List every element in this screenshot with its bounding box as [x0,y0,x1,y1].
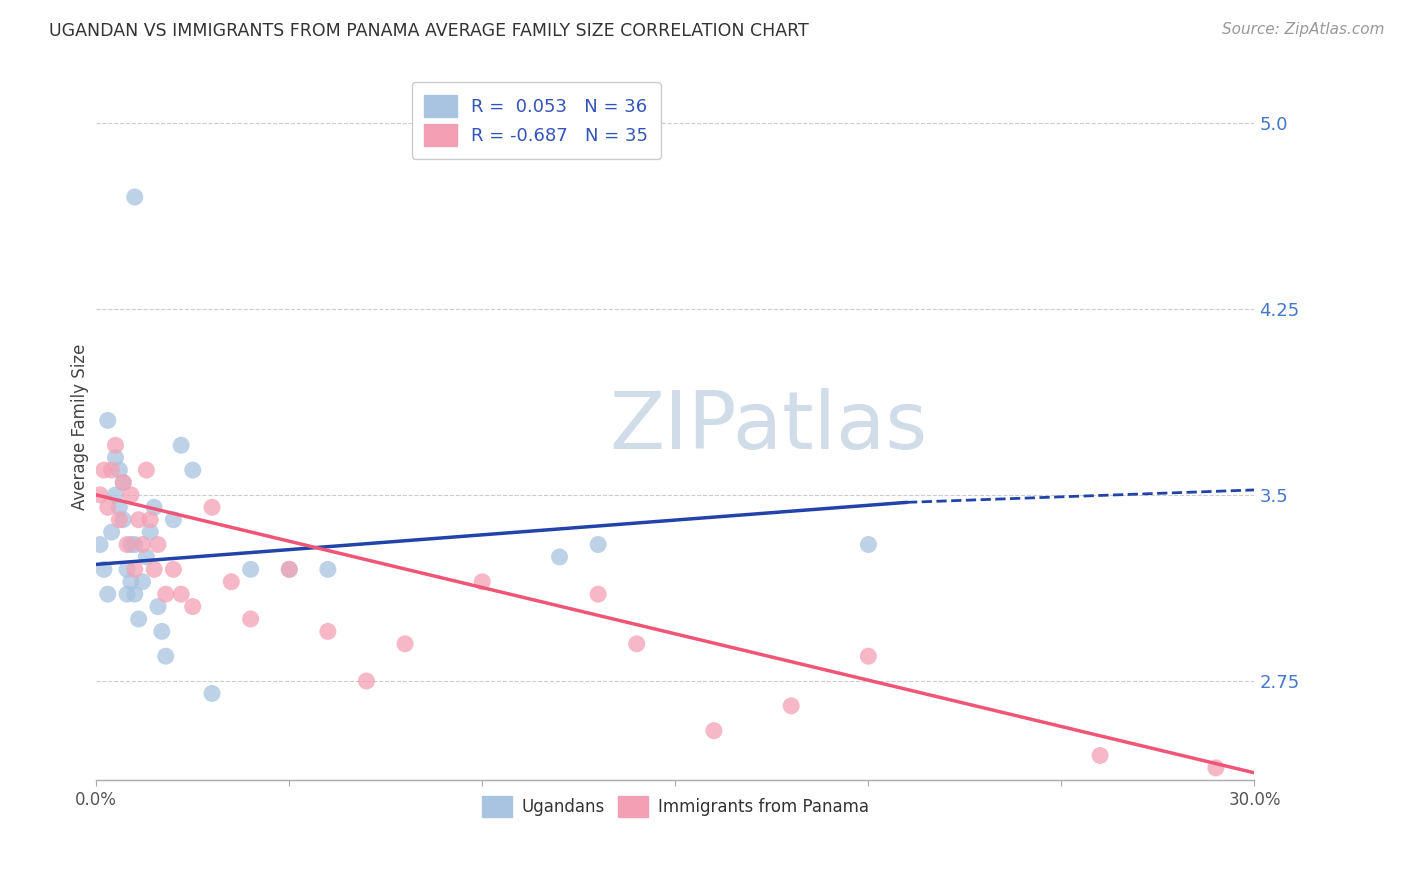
Text: Source: ZipAtlas.com: Source: ZipAtlas.com [1222,22,1385,37]
Point [124,537,146,551]
Point [120,574,142,589]
Point [131,574,153,589]
Point [93,562,115,576]
Point [108,463,131,477]
Point [170,587,193,601]
Point [150,624,173,639]
Point [143,500,166,515]
Point [239,562,262,576]
Point [89,488,111,502]
Point [108,500,131,515]
Point [97,500,120,515]
Text: UGANDAN VS IMMIGRANTS FROM PANAMA AVERAGE FAMILY SIZE CORRELATION CHART: UGANDAN VS IMMIGRANTS FROM PANAMA AVERAG… [49,22,808,40]
Text: ZIPatlas: ZIPatlas [609,388,927,466]
Point [586,587,609,601]
Point [278,562,301,576]
Point [548,549,571,564]
Point [89,537,111,551]
Point [181,599,204,614]
Point [181,463,204,477]
Point [221,574,243,589]
Point [128,612,150,626]
Point [239,612,262,626]
Point [97,587,120,601]
Point [143,562,166,576]
Point [124,562,146,576]
Point [120,488,142,502]
Legend: Ugandans, Immigrants from Panama: Ugandans, Immigrants from Panama [474,788,877,825]
Point [155,587,177,601]
Point [97,413,120,427]
Point [131,537,153,551]
Point [278,562,301,576]
Point [93,463,115,477]
Point [155,649,177,664]
Point [120,537,142,551]
Point [858,649,880,664]
Point [115,562,138,576]
Point [146,537,169,551]
Point [115,587,138,601]
Point [112,475,135,490]
Point [780,698,803,713]
Point [356,673,378,688]
Point [162,513,184,527]
Point [115,537,138,551]
Point [162,562,184,576]
Point [104,438,127,452]
Point [703,723,725,738]
Point [128,513,150,527]
Point [471,574,494,589]
Point [170,438,193,452]
Point [100,463,122,477]
Point [858,537,880,551]
Point [201,500,224,515]
Point [124,190,146,204]
Point [104,488,127,502]
Point [135,463,157,477]
Point [316,562,339,576]
Point [108,513,131,527]
Point [146,599,169,614]
Point [112,513,135,527]
Point [626,637,648,651]
Point [316,624,339,639]
Point [124,587,146,601]
Point [1205,761,1227,775]
Point [586,537,609,551]
Point [139,513,162,527]
Point [100,525,122,540]
Point [104,450,127,465]
Point [139,525,162,540]
Point [201,686,224,700]
Point [394,637,416,651]
Y-axis label: Average Family Size: Average Family Size [72,343,89,510]
Point [135,549,157,564]
Point [1088,748,1111,763]
Point [112,475,135,490]
